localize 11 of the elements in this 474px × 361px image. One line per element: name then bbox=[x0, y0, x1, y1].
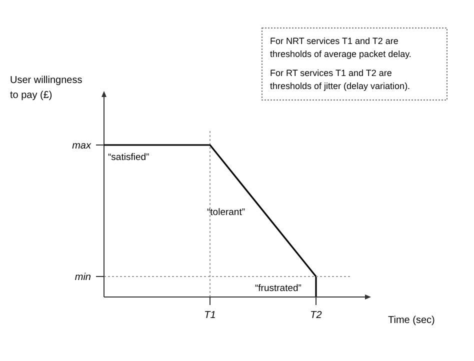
x-tick-label: T1 bbox=[204, 310, 216, 321]
x-tick-label: T2 bbox=[310, 310, 322, 321]
text: max bbox=[72, 140, 92, 152]
text: For NRT services T1 and T2 are thresholds of average packet delay. bbox=[270, 36, 412, 59]
text: min bbox=[74, 272, 92, 283]
text: For RT services T1 and T2 are thresholds of jitter (delay variation). bbox=[270, 68, 410, 91]
y-axis-title: User willingness to pay (£) bbox=[10, 75, 82, 101]
annotation: “satisfied” bbox=[108, 152, 150, 163]
annotation: “frustrated” bbox=[255, 283, 302, 294]
x-axis-title: Time (sec) bbox=[388, 315, 435, 326]
annotation: “tolerant” bbox=[207, 207, 246, 218]
